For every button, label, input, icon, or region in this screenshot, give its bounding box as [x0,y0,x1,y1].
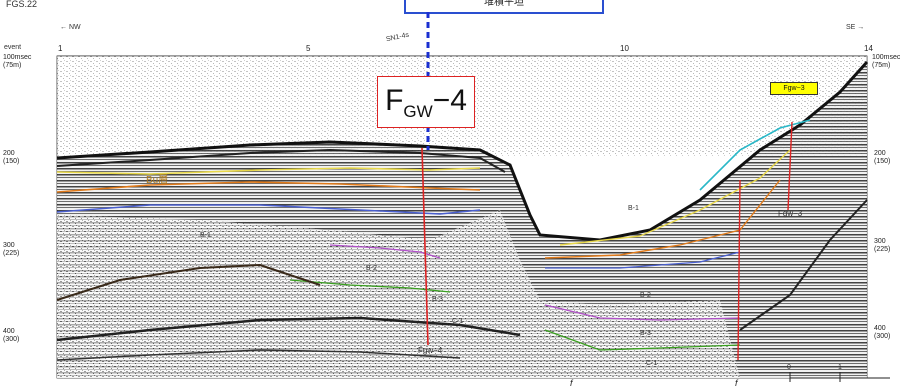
left-axis-top-msec: 100msec [3,54,32,61]
deep-reflector-right [739,199,868,331]
right-axis-200: 200 (150) [874,150,890,166]
left-axis-400: 400 (300) [3,328,19,344]
horizon-green-left [289,279,451,293]
arrow-right-icon: → [857,24,865,31]
callout-box-top: 堆積平坦 [404,0,604,14]
direction-se: SE → [846,24,864,32]
callout-text: 堆積平坦 [484,0,524,8]
fault-box-suffix: −4 [432,84,467,117]
direction-nw-label: NW [68,24,81,31]
left-tick-150m: (150) [3,158,20,165]
horizon-blue-left [56,204,481,215]
horizon-purple-right [544,304,741,321]
left-tick-400: 400 [3,328,15,335]
layer-label-bu: Bu層 [146,175,169,186]
left-axis-200: 200 (150) [3,150,19,166]
fault-label-fgw4: Fgw−4 [418,346,443,355]
fault-box-subscript: GW [403,102,433,121]
top-tick-5: 5 [306,44,311,53]
direction-se-label: SE [846,24,856,31]
layer-label: C-1 [646,360,658,367]
layer-label: B-2 [640,292,651,299]
right-axis-400: 400 (300) [874,325,890,341]
direction-nw: ← NW [60,24,81,32]
scale-bar-label-0: 0 [787,364,791,371]
right-tick-225m: (225) [874,246,891,253]
right-tick-200: 200 [874,150,886,157]
inner-noise [57,210,740,378]
left-axis-top-depth: (75m) [3,62,22,69]
layer-label: B-1 [628,205,639,212]
arrow-left-icon: ← [60,24,67,31]
horizon-blue-right [545,251,741,269]
fault-tag-fgw3: Fgw−3 [770,82,818,95]
horizon-green-right [544,329,741,351]
top-tick-10: 10 [620,44,629,53]
fault-line-right [737,179,741,361]
left-axis-top: 100msec (75m) [3,54,31,70]
right-axis-300: 300 (225) [874,238,890,254]
fault-label-fgw3: Fgw−3 [778,209,803,218]
fault-line-fgw3 [787,121,793,211]
horizon-orange-right [544,179,781,259]
reflector-2 [56,148,506,173]
left-tick-225m: (225) [3,250,20,257]
scale-bar-label-1: 1 [838,364,842,371]
deep-reflector-3 [56,349,461,361]
horizon-cyan [699,119,811,191]
f-mark: f [570,378,573,388]
layer-label: B-1 [200,232,211,239]
right-axis-top-msec: 100msec [872,54,900,61]
f-mark: f [735,378,738,388]
right-axis-top: 100msec (75m) [872,54,900,70]
left-tick-300m: (300) [3,336,20,343]
right-tick-300m: (300) [874,333,891,340]
seabed-reflector [56,60,869,242]
horizon-yellow-left [56,167,481,175]
fault-box-main-letter: F [385,84,404,117]
event-label: event [4,44,22,51]
top-tick-1: 1 [58,44,63,53]
right-tick-150m: (150) [874,158,891,165]
layer-label: C-1 [452,318,464,325]
fault-line-fgw4 [421,147,429,346]
left-tick-300: 300 [3,242,15,249]
fault-box-fgw4: FGW−4 [377,76,475,128]
left-axis-300: 300 (225) [3,242,19,258]
layer-label: B-3 [640,330,651,337]
top-tick-14: 14 [864,44,873,53]
right-tick-400: 400 [874,325,886,332]
horizon-purple-left [329,244,441,259]
left-tick-200: 200 [3,150,15,157]
horizon-orange-left [56,181,481,193]
right-axis-top-depth: (75m) [872,62,891,69]
layer-label: B-2 [366,265,377,272]
horizon-yellow-right [559,149,791,246]
deep-reflector-2 [56,316,521,342]
deep-reflector-1 [56,263,321,301]
figure-code: FGS.22 [6,0,38,9]
layer-label: B-3 [432,296,443,303]
right-tick-300: 300 [874,238,886,245]
